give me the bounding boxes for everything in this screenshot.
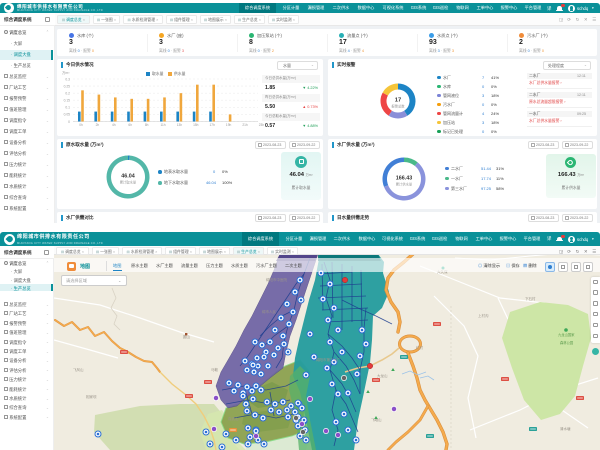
- svg-text:15h: 15h: [193, 123, 199, 127]
- svg-text:0h: 0h: [79, 123, 83, 127]
- svg-text:17h: 17h: [210, 123, 216, 127]
- svg-text:0.15: 0.15: [64, 99, 71, 103]
- svg-text:46.04: 46.04: [121, 174, 135, 180]
- svg-text:17: 17: [395, 98, 401, 104]
- svg-text:报警总数: 报警总数: [391, 104, 405, 109]
- svg-text:飞峨山: 飞峨山: [371, 417, 382, 422]
- svg-text:19h: 19h: [226, 123, 232, 127]
- svg-text:森林公园: 森林公园: [560, 340, 574, 345]
- svg-text:11h: 11h: [160, 123, 165, 127]
- svg-text:绵阳市中医院: 绵阳市中医院: [266, 277, 287, 282]
- svg-text:下石村: 下石村: [525, 296, 536, 301]
- svg-text:绵市人民: 绵市人民: [262, 309, 276, 314]
- svg-text:马鞍: 马鞍: [211, 367, 218, 372]
- svg-text:0: 0: [68, 120, 70, 124]
- svg-text:0.2: 0.2: [65, 92, 70, 96]
- svg-text:飞凤山: 飞凤山: [73, 367, 84, 372]
- svg-text:上村沟: 上村沟: [478, 313, 489, 318]
- svg-text:大久保: 大久保: [437, 269, 448, 274]
- svg-text:23h: 23h: [259, 123, 265, 127]
- svg-text:0.25: 0.25: [64, 84, 71, 88]
- svg-text:累计供水量: 累计供水量: [396, 182, 413, 187]
- svg-text:大龙山: 大龙山: [377, 373, 388, 378]
- svg-text:圆山: 圆山: [183, 334, 190, 339]
- svg-text:真武山: 真武山: [228, 416, 239, 421]
- svg-text:红村: 红村: [416, 345, 424, 350]
- svg-text:6h: 6h: [128, 123, 132, 127]
- svg-text:0.3: 0.3: [65, 77, 70, 81]
- svg-text:2h: 2h: [96, 123, 100, 127]
- svg-text:累计取水量: 累计取水量: [120, 180, 137, 185]
- svg-text:166.43: 166.43: [396, 176, 413, 182]
- svg-text:8h: 8h: [145, 123, 149, 127]
- svg-text:21h: 21h: [242, 123, 248, 127]
- svg-text:0.1: 0.1: [65, 106, 70, 110]
- svg-text:4h: 4h: [112, 123, 116, 127]
- svg-text:0.05: 0.05: [64, 113, 71, 117]
- svg-text:九龙山国家: 九龙山国家: [558, 332, 575, 337]
- svg-text:相家坝: 相家坝: [86, 394, 97, 399]
- svg-text:清水塘: 清水塘: [560, 426, 571, 431]
- svg-text:13h: 13h: [177, 123, 183, 127]
- svg-text:绵阳市第三水厂: 绵阳市第三水厂: [316, 357, 341, 362]
